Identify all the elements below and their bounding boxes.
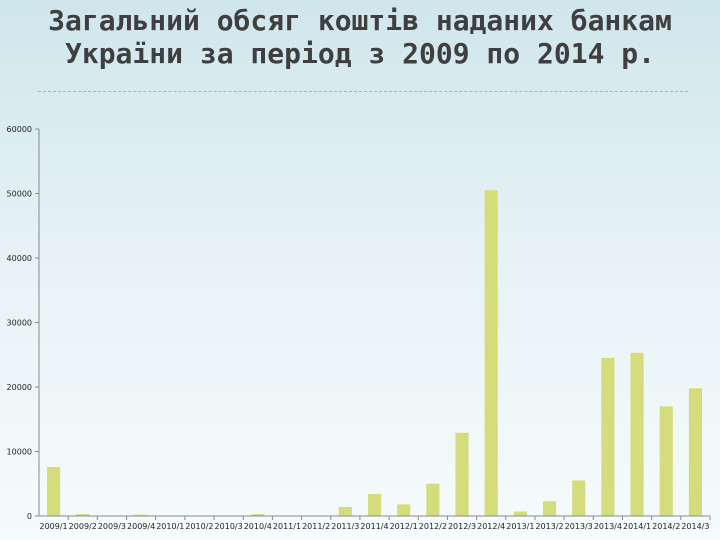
x-tick-label: 2012/1 [390, 522, 418, 531]
x-tick-label: 2014/1 [623, 522, 651, 531]
bar [76, 514, 90, 516]
x-axis: 2009/1 2009/2 2009/3 2009/4 2010/1 2010/2 2010… [39, 515, 711, 531]
x-tick-label: 2013/3 [565, 522, 593, 531]
x-tick-label: 2009/4 [127, 522, 155, 531]
x-tick-label: 2011/1 [273, 522, 301, 531]
y-tick-label: 60000 [7, 125, 32, 134]
bar [367, 494, 382, 516]
bar [134, 514, 148, 516]
title-divider [38, 91, 688, 92]
bar [484, 190, 498, 516]
bar [572, 480, 586, 516]
bar [513, 511, 527, 516]
x-tick-label: 2010/1 [156, 522, 184, 531]
y-tick-label: 50000 [7, 190, 32, 199]
bar [659, 406, 673, 516]
bars [47, 190, 702, 516]
x-tick-label: 2013/4 [594, 522, 622, 531]
x-tick-label: 2013/1 [506, 522, 534, 531]
x-tick-label: 2011/2 [302, 522, 330, 531]
bar [251, 514, 265, 516]
x-tick-label: 2014/3 [681, 522, 709, 531]
bar [426, 483, 440, 516]
y-tick-label: 40000 [7, 254, 32, 263]
bar [542, 501, 557, 516]
bar [688, 388, 702, 516]
y-axis: 0 10000 20000 30000 40000 50000 60000 [7, 125, 40, 521]
x-tick-label: 2010/3 [215, 522, 243, 531]
x-tick-label: 2009/2 [69, 522, 97, 531]
bar [47, 466, 61, 516]
x-tick-label: 2013/2 [535, 522, 563, 531]
x-tick-label: 2011/4 [360, 522, 388, 531]
x-tick-label: 2009/1 [40, 522, 68, 531]
y-tick-label: 30000 [7, 319, 32, 328]
y-tick-label: 20000 [7, 383, 32, 392]
x-tick-label: 2011/3 [331, 522, 359, 531]
chart-title: Загальний обсяг коштів наданих банкам Ук… [48, 4, 672, 71]
x-tick-label: 2014/2 [652, 522, 680, 531]
bar [338, 506, 352, 516]
bar [630, 352, 644, 516]
y-tick-label: 0 [27, 512, 32, 521]
x-tick-label: 2010/4 [244, 522, 272, 531]
y-tick-label: 10000 [7, 448, 32, 457]
x-tick-label: 2012/4 [477, 522, 505, 531]
bar [397, 504, 411, 516]
x-tick-label: 2010/2 [185, 522, 213, 531]
x-tick-label: 2012/3 [448, 522, 476, 531]
bar [601, 357, 615, 516]
x-tick-label: 2009/3 [98, 522, 126, 531]
x-tick-label: 2012/2 [419, 522, 447, 531]
bar [455, 432, 469, 516]
